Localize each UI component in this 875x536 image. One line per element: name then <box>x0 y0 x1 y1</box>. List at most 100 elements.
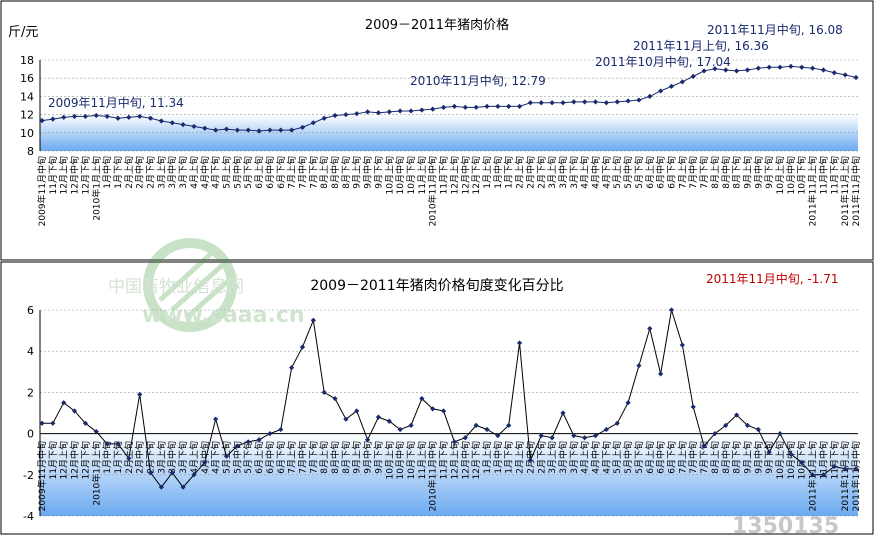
chart1-point <box>625 98 631 104</box>
chart2-xtick: 9月中旬 <box>362 441 374 474</box>
watermark-logo: 中国畜牧业信息网 www.caaa.cn <box>108 238 305 332</box>
chart2-xtick: 11月中旬 <box>817 441 829 479</box>
chart2-xtick: 8月中旬 <box>329 441 341 474</box>
pork-price-change-chart: 2009－2011年猪肉价格旬度变化百分比 -4 -2 0 2 4 6 2009年11月中旬… <box>23 271 862 523</box>
svg-text:9月下旬: 9月下旬 <box>763 441 775 474</box>
chart1-point <box>202 125 208 131</box>
chart1-xtick: 2011年11月上旬 <box>807 156 819 226</box>
chart1-point <box>571 99 577 105</box>
svg-text:2011年11月中旬: 2011年11月中旬 <box>850 156 862 226</box>
chart2-point <box>213 416 219 422</box>
svg-text:5月中旬: 5月中旬 <box>622 156 634 189</box>
chart1-point <box>71 113 78 120</box>
svg-text:9月上旬: 9月上旬 <box>351 441 363 474</box>
svg-text:5月下旬: 5月下旬 <box>242 441 254 474</box>
chart1-point <box>408 108 414 114</box>
chart1-point <box>679 79 685 85</box>
svg-text:1月中旬: 1月中旬 <box>492 441 504 474</box>
svg-text:7月上旬: 7月上旬 <box>286 441 298 474</box>
chart2-point <box>809 472 816 478</box>
svg-text:5月上旬: 5月上旬 <box>611 441 623 474</box>
chart1-xtick: 11月中旬 <box>817 156 829 194</box>
svg-text:6月下旬: 6月下旬 <box>665 441 677 474</box>
chart2-xtick: 3月下旬 <box>177 441 189 474</box>
chart1-point <box>223 126 230 132</box>
chart1-xtick: 7月中旬 <box>296 156 308 189</box>
svg-text:1月上旬: 1月上旬 <box>481 156 493 189</box>
chart2-annotation: 2011年11月中旬, -1.71 <box>706 271 839 286</box>
chart2-xtick: 5月中旬 <box>622 441 634 474</box>
chart2-point <box>137 391 143 398</box>
chart1-annotation: 2011年10月中旬, 17.04 <box>595 54 731 69</box>
chart2-xtick: 10月上旬 <box>774 441 786 479</box>
chart2-series-line <box>42 309 856 488</box>
svg-text:3月上旬: 3月上旬 <box>546 156 558 189</box>
chart1-ytick: 16 <box>20 72 34 85</box>
chart2-point <box>679 342 685 348</box>
chart1-point <box>647 93 653 99</box>
chart2-point <box>734 412 740 418</box>
chart1-xtick: 5月下旬 <box>633 156 645 189</box>
chart1-point <box>560 100 566 106</box>
chart1-ytick: 10 <box>20 127 34 140</box>
svg-text:3月中旬: 3月中旬 <box>166 156 178 189</box>
svg-text:10月下旬: 10月下旬 <box>405 441 417 479</box>
chart1-xtick: 4月下旬 <box>210 156 222 189</box>
chart2-xtick: 10月中旬 <box>785 441 797 479</box>
chart2-xtick: 5月下旬 <box>633 441 645 474</box>
chart1-annotation: 2009年11月中旬, 11.34 <box>48 95 184 110</box>
chart2-xtick: 2月中旬 <box>134 441 146 474</box>
chart1-xtick: 12月上旬 <box>58 156 70 194</box>
svg-text:4月上旬: 4月上旬 <box>188 441 200 474</box>
chart2-point <box>267 431 273 437</box>
chart1-xtick: 3月上旬 <box>155 156 167 189</box>
chart2-point <box>223 453 230 459</box>
chart2-ytick: -4 <box>23 510 34 523</box>
chart2-xtick: 5月下旬 <box>242 441 254 474</box>
svg-text:9月中旬: 9月中旬 <box>362 156 374 189</box>
svg-text:7月中旬: 7月中旬 <box>687 441 699 474</box>
svg-text:12月下旬: 12月下旬 <box>470 156 482 194</box>
chart2-xtick: 12月上旬 <box>58 441 70 479</box>
chart2-xtick: 11月上旬 <box>416 441 428 479</box>
chart2-point <box>582 435 588 441</box>
svg-text:8月上旬: 8月上旬 <box>709 156 721 189</box>
svg-text:11月下旬: 11月下旬 <box>47 441 59 479</box>
chart1-point <box>516 103 523 110</box>
chart1-xtick: 4月上旬 <box>188 156 200 189</box>
svg-text:10月上旬: 10月上旬 <box>774 156 786 194</box>
chart1-point <box>473 104 479 110</box>
chart1-point <box>278 127 284 133</box>
svg-text:10月中旬: 10月中旬 <box>394 441 406 479</box>
chart1-point <box>788 63 794 69</box>
chart2-xtick: 12月下旬 <box>79 441 91 479</box>
svg-text:8月中旬: 8月中旬 <box>329 441 341 474</box>
chart1-xtick: 1月中旬 <box>492 156 504 189</box>
chart2-ytick: 0 <box>27 428 34 441</box>
chart1-xtick: 8月下旬 <box>340 156 352 189</box>
chart1-point <box>61 114 67 120</box>
svg-text:1月下旬: 1月下旬 <box>112 156 124 189</box>
chart1-point <box>289 127 295 133</box>
svg-text:3月下旬: 3月下旬 <box>177 156 189 189</box>
chart2-point <box>625 400 631 406</box>
chart1-xtick: 8月中旬 <box>329 156 341 189</box>
svg-text:8月中旬: 8月中旬 <box>720 441 732 474</box>
chart2-point <box>430 406 436 412</box>
chart1-ytick: 8 <box>27 145 34 158</box>
chart1-xtick: 4月中旬 <box>199 156 211 189</box>
chart2-xtick: 7月中旬 <box>687 441 699 474</box>
chart2-xtick: 4月中旬 <box>590 441 602 474</box>
chart2-point <box>462 435 468 441</box>
chart1-point <box>213 127 219 133</box>
svg-text:2011年11月中旬: 2011年11月中旬 <box>850 441 862 511</box>
svg-text:9月中旬: 9月中旬 <box>752 156 764 189</box>
chart1-ylabel: 斤/元 <box>8 25 38 40</box>
chart1-xtick: 9月下旬 <box>763 156 775 189</box>
chart2-point <box>744 422 751 428</box>
corner-watermark: 1350135 <box>732 514 839 536</box>
chart1-xtick: 5月下旬 <box>242 156 254 189</box>
chart2-point <box>245 439 251 445</box>
chart1-annotation: 2011年11月上旬, 16.36 <box>633 39 769 53</box>
